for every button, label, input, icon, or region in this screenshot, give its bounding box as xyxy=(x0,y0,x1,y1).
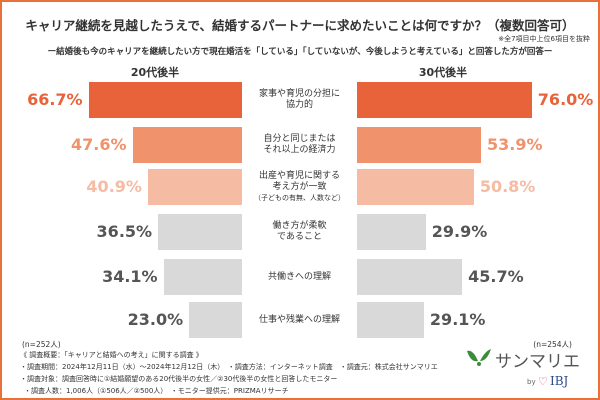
series-label-left: 20代後半 xyxy=(130,66,180,79)
footer-line: ・調査期間：2024年12月11日（水）～2024年12月12日（木） ・調査方… xyxy=(20,363,438,371)
value-label: 29.9% xyxy=(431,222,488,241)
bar xyxy=(357,82,532,118)
category-label: 出産や育児に関する 考え方が一致 （子どもの有無、人数など） xyxy=(254,170,345,202)
bar xyxy=(357,302,424,338)
category-label: 自分と同じまたは それ以上の経済力 xyxy=(263,134,336,155)
logo-text: サンマリエ xyxy=(495,352,580,372)
value-label: 45.7% xyxy=(468,267,524,286)
logo-by: by xyxy=(527,378,536,386)
category-label: 働き方が柔軟 であること xyxy=(272,221,327,242)
category-label: 共働きへの理解 xyxy=(267,271,331,282)
value-label: 29.1% xyxy=(429,310,486,329)
series-label-right: 30代後半 xyxy=(418,66,468,79)
value-label: 36.5% xyxy=(96,222,153,241)
heart-icon: ♡ xyxy=(538,375,548,388)
footer-line: 《 調査概要：「キャリアと結婚への考え」に関する調査 》 xyxy=(20,351,203,359)
bar xyxy=(132,127,242,163)
note: ※全7項目中上位6項目を抜粋 xyxy=(498,35,590,43)
value-label: 23.0% xyxy=(127,310,184,329)
bar xyxy=(189,302,242,338)
category-label: 仕事や残業への理解 xyxy=(258,314,340,325)
bar xyxy=(163,259,242,295)
logo: サンマリエ by ♡ IBJ xyxy=(465,345,580,395)
leaf-icon xyxy=(467,349,491,366)
value-label: 53.9% xyxy=(486,135,543,154)
bar xyxy=(158,214,242,250)
bar xyxy=(357,259,463,295)
value-label: 76.0% xyxy=(537,90,594,109)
value-label: 34.1% xyxy=(102,267,158,286)
bar xyxy=(147,169,242,205)
subtitle: ー結婚後も今のキャリアを継続したい方で現在婚活を「している」「していないが、今後… xyxy=(47,47,553,57)
value-label: 50.8% xyxy=(479,177,536,196)
bar xyxy=(357,169,474,205)
bar xyxy=(357,127,481,163)
value-label: 40.9% xyxy=(86,177,142,196)
footer-line: ・調査人数：1,006人（①506人／②500人） ・モニター提供元：PRIZM… xyxy=(24,387,289,395)
category-note: （子どもの有無、人数など） xyxy=(254,193,345,202)
n-right: (n=254人) xyxy=(533,340,572,349)
footer-line: ・調査対象：調査回答時に①結婚願望のある20代後半の女性／②30代後半の女性と回… xyxy=(20,375,338,383)
n-left: (n=252人) xyxy=(22,340,61,349)
bar xyxy=(357,214,426,250)
chart-title: キャリア継続を見越したうえで、結婚するパートナーに求めたいことは何ですか？（複数… xyxy=(25,18,575,33)
logo-brand: IBJ xyxy=(550,374,569,388)
bar xyxy=(88,82,242,118)
category-label: 家事や育児の分担に 協力的 xyxy=(258,89,340,110)
value-label: 66.7% xyxy=(27,90,83,109)
value-label: 47.6% xyxy=(71,135,127,154)
